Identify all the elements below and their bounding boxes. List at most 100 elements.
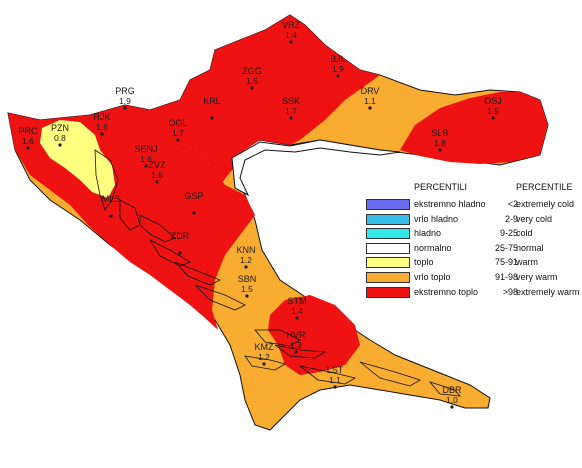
station-value-zgg: 1.5 [246,76,258,86]
station-code-hvr: HVR [286,330,306,340]
legend-rows: ekstremno hladno <2 extremely cold vrlo hla… [366,198,580,300]
station-value-sbn: 1.5 [241,284,253,294]
station-dot-gsp [192,211,196,215]
station-value-pzn: 0.8 [54,133,66,143]
legend-label-hr: normalno [414,242,452,253]
station-value-knn: 1.2 [240,255,252,265]
legend-row: hladno 9-25 cold [366,227,580,242]
station-code-bjl: BJL [330,54,346,64]
station-code-rjk: RJK [93,112,110,122]
legend-header: PERCENTILI PERCENTILE [366,182,580,198]
region-extreme-north [140,15,380,185]
legend-range: 91-98 [494,271,518,282]
legend-swatch [366,228,410,240]
station-dot-ssk [289,116,293,120]
station-dot-lst [333,385,337,389]
station-value-prg: 1.9 [119,96,131,106]
station-dot-bjl [336,74,340,78]
station-code-sbn: SBN [238,274,257,284]
legend-swatch [366,242,410,254]
station-code-senj: SENJ [134,144,157,154]
legend-label-hr: ekstremno toplo [414,286,479,297]
legend-swatch [366,271,410,283]
legend-row: toplo 75-91 warm [366,256,580,271]
legend-row: vrlo hladno 2-9 very cold [366,213,580,228]
station-code-slb: SLB [431,128,448,138]
station-code-ssk: SSK [282,96,300,106]
station-code-ogl: OGL [168,118,187,128]
station-value-lst: 1.1 [329,375,341,385]
station-code-zgg: ZGG [242,66,262,76]
station-dot-kmz [262,362,266,366]
legend-swatch [366,257,410,269]
legend-row: normalno 25-75 normal [366,242,580,257]
legend-row: ekstremno hladno <2 extremely cold [366,198,580,213]
station-code-stm: STM [288,296,307,306]
station-code-gsp: GSP [184,191,203,201]
station-dot-prg [123,106,127,110]
region-warm [40,120,115,198]
legend-row: ekstremno toplo >98 extremely warm [366,286,580,301]
station-code-vrz: VRZ [282,20,301,30]
station-dot-zdr [178,251,182,255]
station-dot-knn [244,265,248,269]
station-value-slb: 1.8 [434,138,446,148]
station-dot-ogl [176,138,180,142]
station-dot-sbn [245,294,249,298]
station-code-knn: KNN [236,245,255,255]
region-extreme-east [400,92,548,164]
legend-range: <2 [507,199,518,209]
legend-label-hr: vrlo toplo [414,271,451,282]
legend-header-hr: PERCENTILI [414,182,468,192]
station-value-zvz: 1.6 [151,170,163,180]
station-value-stm: 1.4 [291,306,303,316]
station-code-lst: LST [327,365,344,375]
legend-label-en: normal [516,242,544,253]
legend-range: 75-91 [494,257,518,268]
station-dot-slb [438,148,442,152]
station-code-zdr: ZDR [171,231,190,241]
station-value-ssk: 1.7 [285,106,297,116]
station-dot-pzn [58,143,62,147]
station-code-zvz: ZVZ [149,160,167,170]
station-code-prc: PRC [18,126,38,136]
station-value-bjl: 1.9 [332,64,344,74]
station-dot-senj [144,164,148,168]
station-dot-zvz [155,180,159,184]
legend-range: 25-75 [494,242,518,253]
station-code-mls: MLS [102,194,121,204]
legend-label-en: extremely cold [516,199,575,209]
station-code-drv: DRV [361,86,380,96]
station-value-senj: 1.6 [140,154,152,164]
station-dot-prc [26,146,30,150]
station-code-pzn: PZN [51,123,69,133]
legend-label-en: very cold [516,213,553,224]
station-dot-drv [368,106,372,110]
station-code-prg: PRG [115,86,135,96]
station-dot-krl [210,116,214,120]
legend-label-en: extremely warm [516,286,580,297]
station-value-prc: 1.6 [22,136,34,146]
station-code-dbr: DBR [442,385,462,395]
station-value-kmz: 1.2 [258,352,270,362]
station-dot-rjk [100,132,104,136]
legend-swatch [366,286,410,298]
station-dot-stm [295,316,299,320]
legend-label-hr: toplo [414,257,434,268]
station-value-dbr: 1.0 [446,395,458,405]
station-code-osj: OSJ [484,96,502,106]
legend: PERCENTILI PERCENTILE ekstremno hladno <2… [366,182,580,300]
station-dot-vrz [289,40,293,44]
legend-swatch [366,213,410,225]
station-dot-mls [109,214,113,218]
station-dot-dbr [450,405,454,409]
region-extreme-south [268,295,360,375]
legend-label-hr: hladno [414,228,442,239]
legend-label-hr: ekstremno hladno [414,199,486,209]
station-value-rjk: 1.6 [96,122,108,132]
legend-range: 9-25 [499,228,518,239]
station-dot-hvr [294,350,298,354]
legend-label-hr: vrlo hladno [414,213,459,224]
legend-header-en: PERCENTILE [516,182,573,192]
